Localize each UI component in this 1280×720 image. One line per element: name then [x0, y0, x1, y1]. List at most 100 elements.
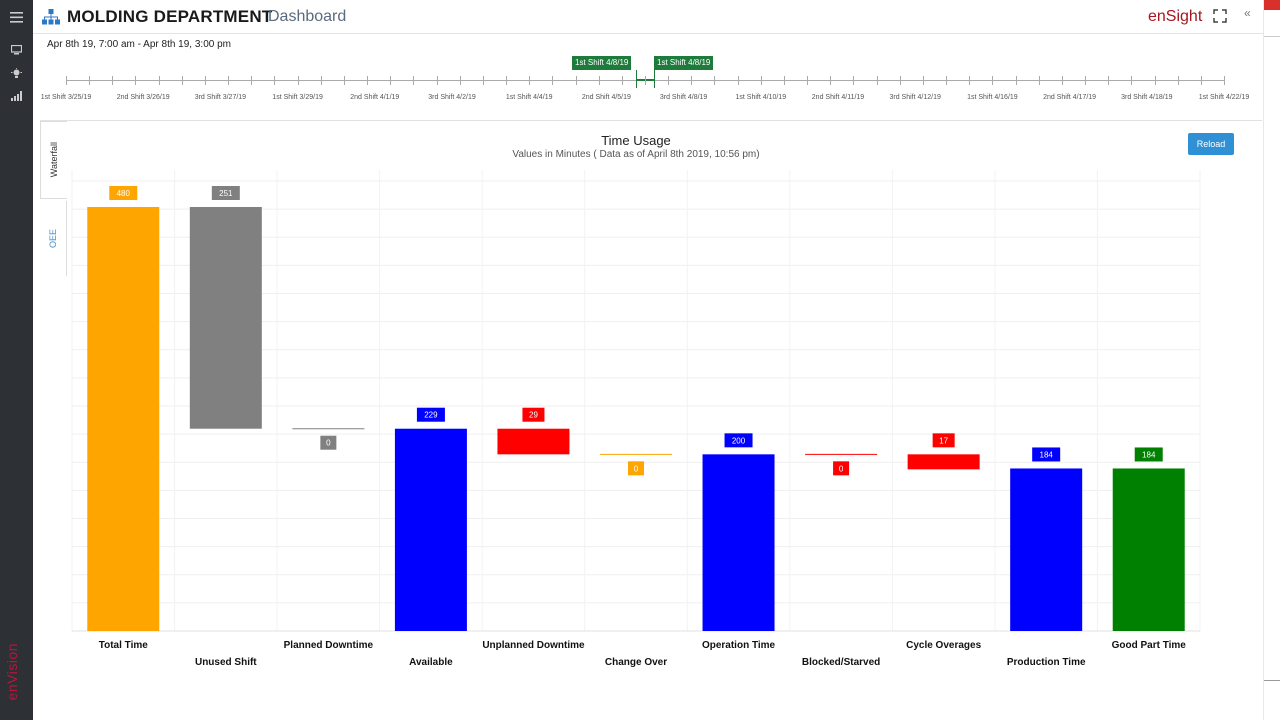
- data-label: 184: [1040, 450, 1054, 459]
- fullscreen-icon[interactable]: [1213, 9, 1227, 23]
- waterfall-bar: [1112, 468, 1185, 631]
- waterfall-bar: [87, 207, 160, 631]
- data-label-bg: [628, 461, 644, 476]
- shift-timeline[interactable]: 1st Shift 4/8/19 1st Shift 4/8/19 1st Sh…: [40, 52, 1250, 108]
- signal-bars-icon[interactable]: [0, 85, 33, 107]
- timeline-tick: [853, 76, 855, 85]
- timeline-tick: [459, 76, 461, 85]
- timeline-tick: [645, 76, 646, 85]
- monitor-icon[interactable]: [0, 39, 33, 61]
- timeline-label[interactable]: 1st Shift 3/25/19: [40, 94, 92, 101]
- category-label: Good Part Time: [1112, 640, 1187, 651]
- lightbulb-icon[interactable]: [0, 62, 33, 84]
- timeline-tick: [66, 76, 67, 85]
- data-label-bg: [724, 433, 753, 448]
- chart-title: Time Usage: [601, 133, 671, 148]
- timeline-label[interactable]: 2nd Shift 4/11/19: [811, 94, 865, 101]
- timeline-tick: [1015, 76, 1017, 85]
- timeline-tick: [228, 76, 230, 85]
- data-label: 184: [1142, 450, 1156, 459]
- timeline-label[interactable]: 1st Shift 4/16/19: [967, 94, 1018, 101]
- tab-waterfall[interactable]: Waterfall: [40, 121, 67, 199]
- tab-oee[interactable]: OEE: [40, 201, 67, 276]
- waterfall-bar: [189, 207, 262, 429]
- data-label-bg: [416, 407, 445, 422]
- category-label: Operation Time: [702, 640, 776, 651]
- range-end-flag[interactable]: 1st Shift 4/8/19: [654, 56, 714, 70]
- data-label: 251: [219, 189, 233, 198]
- category-label: Unplanned Downtime: [482, 640, 585, 651]
- data-label-bg: [1134, 447, 1163, 462]
- timeline-label[interactable]: 2nd Shift 4/5/19: [581, 94, 631, 101]
- right-strip-marker: [1264, 0, 1280, 10]
- top-bar: MOLDING DEPARTMENT Dashboard enSight «: [33, 0, 1263, 34]
- org-chart-icon: [42, 9, 60, 25]
- reload-button[interactable]: Reload: [1188, 133, 1234, 155]
- timeline-tick: [783, 76, 785, 85]
- category-label: Total Time: [99, 640, 149, 651]
- timeline-end-handle[interactable]: [654, 70, 655, 88]
- timeline-tick: [529, 76, 531, 85]
- timeline-label[interactable]: 2nd Shift 3/26/19: [116, 94, 170, 101]
- timeline-tick: [621, 76, 623, 85]
- right-strip: [1263, 0, 1280, 720]
- timeline-tick: [135, 76, 137, 85]
- data-label: 480: [117, 189, 131, 198]
- timeline-label[interactable]: 1st Shift 3/29/19: [272, 94, 323, 101]
- timeline-tick: [1061, 76, 1063, 85]
- menu-icon[interactable]: [0, 6, 33, 28]
- page-subtitle[interactable]: Dashboard: [268, 8, 347, 25]
- data-label-bg: [320, 435, 337, 450]
- timeline-label[interactable]: 1st Shift 4/22/19: [1198, 94, 1250, 101]
- timeline-tick: [1108, 76, 1110, 85]
- data-label-bg: [522, 407, 545, 422]
- timeline-label[interactable]: 2nd Shift 4/1/19: [350, 94, 400, 101]
- timeline-tick: [320, 76, 322, 85]
- waterfall-bar: [394, 428, 467, 631]
- left-rail: enVision: [0, 0, 33, 720]
- timeline-tick: [714, 76, 716, 85]
- timeline-tick: [1224, 76, 1225, 85]
- page-title: MOLDING DEPARTMENT: [67, 7, 273, 26]
- timeline-label[interactable]: 3rd Shift 3/27/19: [194, 94, 247, 101]
- timeline-label[interactable]: 1st Shift 4/4/19: [505, 94, 553, 101]
- data-label: 229: [424, 411, 438, 420]
- timeline-tick: [1131, 76, 1133, 85]
- timeline-tick: [343, 76, 345, 85]
- timeline-tick: [436, 76, 438, 85]
- collapse-panel-button[interactable]: «: [1244, 6, 1251, 20]
- timeline-tick: [552, 76, 554, 85]
- timeline-tick: [1038, 76, 1040, 85]
- chart-panel: Waterfall OEE Reload: [40, 120, 1262, 720]
- timeline-tick: [89, 76, 91, 85]
- timeline-tick: [598, 76, 600, 85]
- timeline-tick: [760, 76, 762, 85]
- timeline-label[interactable]: 3rd Shift 4/18/19: [1121, 94, 1173, 101]
- timeline-tick: [297, 76, 299, 85]
- category-label: Blocked/Starved: [802, 657, 880, 668]
- timeline-tick: [367, 76, 369, 85]
- timeline-tick: [158, 76, 160, 85]
- timeline-tick: [876, 76, 878, 85]
- timeline-tick: [251, 76, 253, 85]
- timeline-tick: [1154, 76, 1156, 85]
- data-label: 17: [939, 436, 948, 445]
- timeline-tick: [204, 76, 206, 85]
- range-start-flag[interactable]: 1st Shift 4/8/19: [572, 56, 632, 70]
- category-label: Planned Downtime: [284, 640, 374, 651]
- waterfall-bar: [497, 428, 570, 455]
- timeline-tick: [807, 76, 809, 85]
- timeline-label[interactable]: 2nd Shift 4/17/19: [1043, 94, 1097, 101]
- timeline-label[interactable]: 3rd Shift 4/12/19: [889, 94, 941, 101]
- timeline-tick: [899, 76, 901, 85]
- timeline-label[interactable]: 1st Shift 4/10/19: [735, 94, 787, 101]
- timeline-tick: [482, 76, 484, 85]
- timeline-label[interactable]: 3rd Shift 4/2/19: [428, 94, 476, 101]
- timeline-label[interactable]: 3rd Shift 4/8/19: [659, 94, 708, 101]
- timeline-start-handle[interactable]: [636, 70, 637, 88]
- timeline-tick: [506, 76, 508, 85]
- timeline-tick: [691, 76, 693, 85]
- timeline-tick: [668, 76, 670, 85]
- data-label-bg: [833, 461, 850, 476]
